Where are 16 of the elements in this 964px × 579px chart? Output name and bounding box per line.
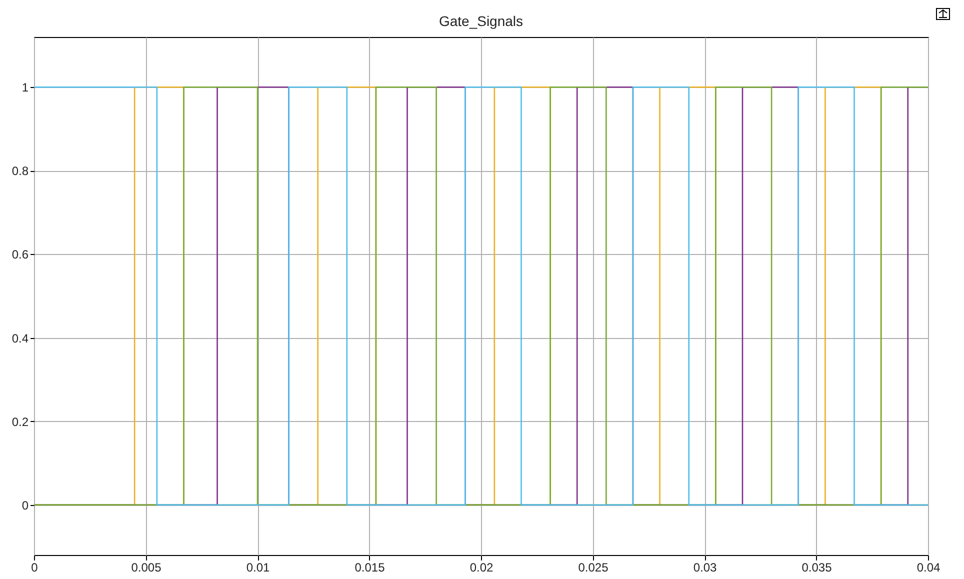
- x-tick-label: 0.03: [693, 560, 717, 574]
- x-tick-label: 0: [31, 560, 38, 574]
- y-tick-label: 0.2: [12, 414, 29, 429]
- y-tick-label: 0.8: [12, 164, 29, 178]
- x-tick-label: 0.005: [131, 560, 162, 574]
- chart-title: Gate_Signals: [438, 13, 524, 29]
- y-tick-label: 0: [22, 498, 29, 512]
- x-tick-label: 0.015: [354, 560, 386, 574]
- x-tick-label: 0.025: [578, 560, 609, 574]
- x-tick-label: 0.04: [916, 560, 940, 574]
- x-tick-label: 0.035: [802, 560, 832, 574]
- y-tick-label: 0.4: [12, 331, 29, 346]
- x-tick-label: 0.02: [470, 560, 494, 574]
- y-tick-label: 1: [22, 80, 29, 95]
- y-tick-label: 0.6: [12, 248, 29, 262]
- x-tick-label: 0.01: [246, 560, 270, 574]
